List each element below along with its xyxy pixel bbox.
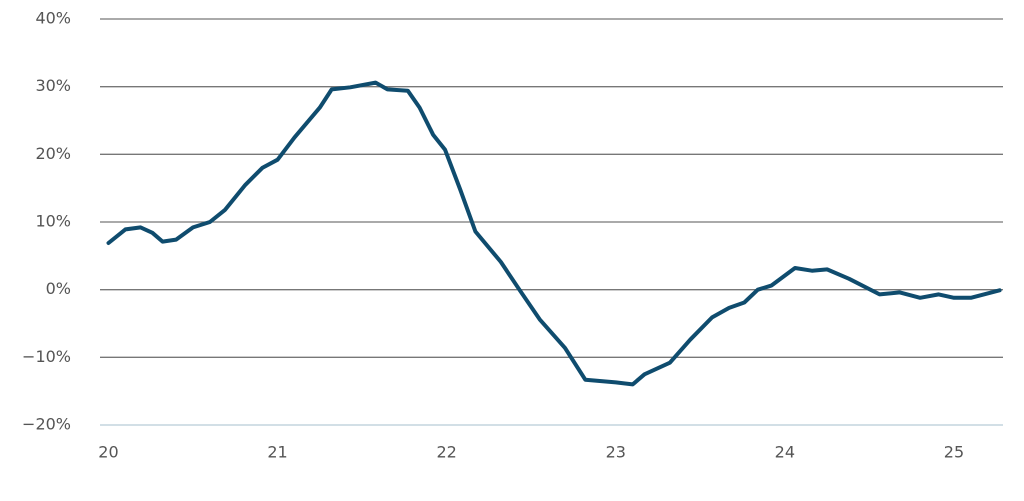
y-tick-label: 40% [35,9,71,28]
y-tick-label: −20% [22,415,71,434]
y-tick-label: 0% [46,279,71,298]
x-tick-label: 20 [98,443,118,462]
x-tick-label: 24 [775,443,795,462]
y-tick-label: 30% [35,76,71,95]
line [106,80,1002,387]
x-tick-label: 21 [267,443,287,462]
y-tick-label: −10% [22,347,71,366]
x-tick-label: 22 [436,443,456,462]
x-tick-label: 23 [606,443,626,462]
y-tick-label: 10% [35,212,71,231]
x-tick-label: 25 [944,443,964,462]
y-tick-label: 20% [35,144,71,163]
